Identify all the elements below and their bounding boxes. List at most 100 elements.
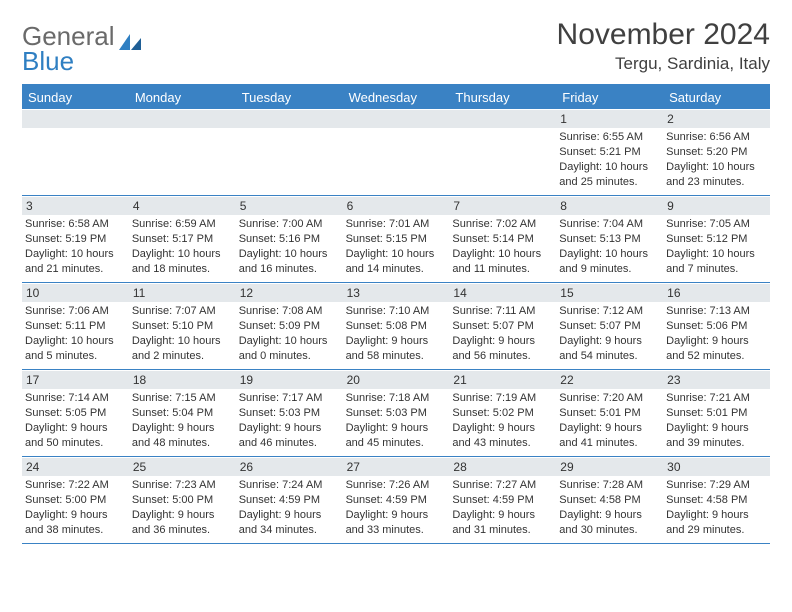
sunrise-line: Sunrise: 7:14 AM	[25, 391, 126, 406]
day-cell: 8Sunrise: 7:04 AMSunset: 5:13 PMDaylight…	[556, 196, 663, 282]
sunrise-line: Sunrise: 7:13 AM	[666, 304, 767, 319]
day-number: 29	[556, 458, 663, 476]
sunset-line: Sunset: 5:17 PM	[132, 232, 233, 247]
sunrise-line: Sunrise: 7:02 AM	[452, 217, 553, 232]
day-number: 7	[449, 197, 556, 215]
sunset-line: Sunset: 5:00 PM	[132, 493, 233, 508]
location: Tergu, Sardinia, Italy	[557, 54, 770, 74]
sunset-line: Sunset: 4:59 PM	[346, 493, 447, 508]
daylight-line: Daylight: 10 hours and 5 minutes.	[25, 334, 126, 364]
day-cell: 11 Sunrise: 7:07 AMSunset: 5:10 PMDayligh…	[129, 283, 236, 369]
sunset-line: Sunset: 5:06 PM	[666, 319, 767, 334]
sunrise-line: Sunrise: 7:27 AM	[452, 478, 553, 493]
day-number	[236, 110, 343, 128]
day-cell: 4Sunrise: 6:59 AMSunset: 5:17 PMDaylight…	[129, 196, 236, 282]
week-row: 17Sunrise: 7:14 AMSunset: 5:05 PMDayligh…	[22, 370, 770, 457]
daylight-line: Daylight: 9 hours and 38 minutes.	[25, 508, 126, 538]
day-number: 6	[343, 197, 450, 215]
day-number: 8	[556, 197, 663, 215]
daylight-line: Daylight: 10 hours and 18 minutes.	[132, 247, 233, 277]
daylight-line: Daylight: 9 hours and 39 minutes.	[666, 421, 767, 451]
day-number: 9	[663, 197, 770, 215]
sunrise-line: Sunrise: 7:08 AM	[239, 304, 340, 319]
day-number: 13	[343, 284, 450, 302]
day-number: 14	[449, 284, 556, 302]
day-cell: 9Sunrise: 7:05 AMSunset: 5:12 PMDaylight…	[663, 196, 770, 282]
day-number: 25	[129, 458, 236, 476]
day-number: 24	[22, 458, 129, 476]
sunset-line: Sunset: 4:58 PM	[666, 493, 767, 508]
sunrise-line: Sunrise: 7:11 AM	[452, 304, 553, 319]
sunset-line: Sunset: 5:05 PM	[25, 406, 126, 421]
day-cell: 28Sunrise: 7:27 AMSunset: 4:59 PMDayligh…	[449, 457, 556, 543]
daylight-line: Daylight: 9 hours and 46 minutes.	[239, 421, 340, 451]
daylight-line: Daylight: 10 hours and 7 minutes.	[666, 247, 767, 277]
daylight-line: Daylight: 9 hours and 29 minutes.	[666, 508, 767, 538]
sunrise-line: Sunrise: 7:28 AM	[559, 478, 660, 493]
sunset-line: Sunset: 5:07 PM	[452, 319, 553, 334]
day-number: 10	[22, 284, 129, 302]
sunset-line: Sunset: 5:21 PM	[559, 145, 660, 160]
sunset-line: Sunset: 5:03 PM	[239, 406, 340, 421]
day-cell: 19 Sunrise: 7:17 AMSunset: 5:03 PMDayligh…	[236, 370, 343, 456]
sunrise-line: Sunrise: 7:10 AM	[346, 304, 447, 319]
daylight-line: Daylight: 9 hours and 31 minutes.	[452, 508, 553, 538]
day-cell	[129, 109, 236, 195]
day-cell: 24 Sunrise: 7:22 AMSunset: 5:00 PMDayligh…	[22, 457, 129, 543]
day-cell: 7Sunrise: 7:02 AMSunset: 5:14 PMDaylight…	[449, 196, 556, 282]
dow-cell: Monday	[129, 86, 236, 109]
sunset-line: Sunset: 5:13 PM	[559, 232, 660, 247]
daylight-line: Daylight: 10 hours and 23 minutes.	[666, 160, 767, 190]
day-cell: 10Sunrise: 7:06 AMSunset: 5:11 PMDayligh…	[22, 283, 129, 369]
sunrise-line: Sunrise: 7:21 AM	[666, 391, 767, 406]
daylight-line: Daylight: 10 hours and 2 minutes.	[132, 334, 233, 364]
sunset-line: Sunset: 5:20 PM	[666, 145, 767, 160]
day-cell: 27Sunrise: 7:26 AMSunset: 4:59 PMDayligh…	[343, 457, 450, 543]
sunrise-line: Sunrise: 7:07 AM	[132, 304, 233, 319]
day-cell: 16Sunrise: 7:13 AMSunset: 5:06 PMDayligh…	[663, 283, 770, 369]
day-number: 11	[129, 284, 236, 302]
daylight-line: Daylight: 9 hours and 33 minutes.	[346, 508, 447, 538]
day-cell: 3Sunrise: 6:58 AMSunset: 5:19 PMDaylight…	[22, 196, 129, 282]
day-number: 23	[663, 371, 770, 389]
daylight-line: Daylight: 9 hours and 41 minutes.	[559, 421, 660, 451]
sunrise-line: Sunrise: 7:18 AM	[346, 391, 447, 406]
weeks-container: 1Sunrise: 6:55 AMSunset: 5:21 PMDaylight…	[22, 109, 770, 544]
daylight-line: Daylight: 9 hours and 48 minutes.	[132, 421, 233, 451]
sunset-line: Sunset: 5:10 PM	[132, 319, 233, 334]
brand-part2: Blue	[22, 49, 143, 74]
day-cell: 21Sunrise: 7:19 AMSunset: 5:02 PMDayligh…	[449, 370, 556, 456]
sunset-line: Sunset: 5:14 PM	[452, 232, 553, 247]
day-number: 16	[663, 284, 770, 302]
daylight-line: Daylight: 10 hours and 0 minutes.	[239, 334, 340, 364]
day-number: 12	[236, 284, 343, 302]
day-number: 19	[236, 371, 343, 389]
day-number: 26	[236, 458, 343, 476]
sunset-line: Sunset: 5:01 PM	[559, 406, 660, 421]
day-cell: 23Sunrise: 7:21 AMSunset: 5:01 PMDayligh…	[663, 370, 770, 456]
day-cell: 29Sunrise: 7:28 AMSunset: 4:58 PMDayligh…	[556, 457, 663, 543]
day-cell: 14Sunrise: 7:11 AMSunset: 5:07 PMDayligh…	[449, 283, 556, 369]
sunrise-line: Sunrise: 7:22 AM	[25, 478, 126, 493]
day-number: 3	[22, 197, 129, 215]
week-row: 10Sunrise: 7:06 AMSunset: 5:11 PMDayligh…	[22, 283, 770, 370]
month-title: November 2024	[557, 18, 770, 52]
sunset-line: Sunset: 5:00 PM	[25, 493, 126, 508]
daylight-line: Daylight: 9 hours and 43 minutes.	[452, 421, 553, 451]
week-row: 3Sunrise: 6:58 AMSunset: 5:19 PMDaylight…	[22, 196, 770, 283]
sunset-line: Sunset: 5:07 PM	[559, 319, 660, 334]
dow-cell: Wednesday	[343, 86, 450, 109]
dow-cell: Tuesday	[236, 86, 343, 109]
day-cell: 18Sunrise: 7:15 AMSunset: 5:04 PMDayligh…	[129, 370, 236, 456]
brand-part1: General	[22, 24, 115, 49]
sunset-line: Sunset: 5:15 PM	[346, 232, 447, 247]
sunrise-line: Sunrise: 7:17 AM	[239, 391, 340, 406]
sunset-line: Sunset: 5:04 PM	[132, 406, 233, 421]
day-cell: 15Sunrise: 7:12 AMSunset: 5:07 PMDayligh…	[556, 283, 663, 369]
day-number: 18	[129, 371, 236, 389]
day-cell: 6Sunrise: 7:01 AMSunset: 5:15 PMDaylight…	[343, 196, 450, 282]
daylight-line: Daylight: 9 hours and 58 minutes.	[346, 334, 447, 364]
sunrise-line: Sunrise: 7:00 AM	[239, 217, 340, 232]
day-cell: 12Sunrise: 7:08 AMSunset: 5:09 PMDayligh…	[236, 283, 343, 369]
sunset-line: Sunset: 4:59 PM	[239, 493, 340, 508]
